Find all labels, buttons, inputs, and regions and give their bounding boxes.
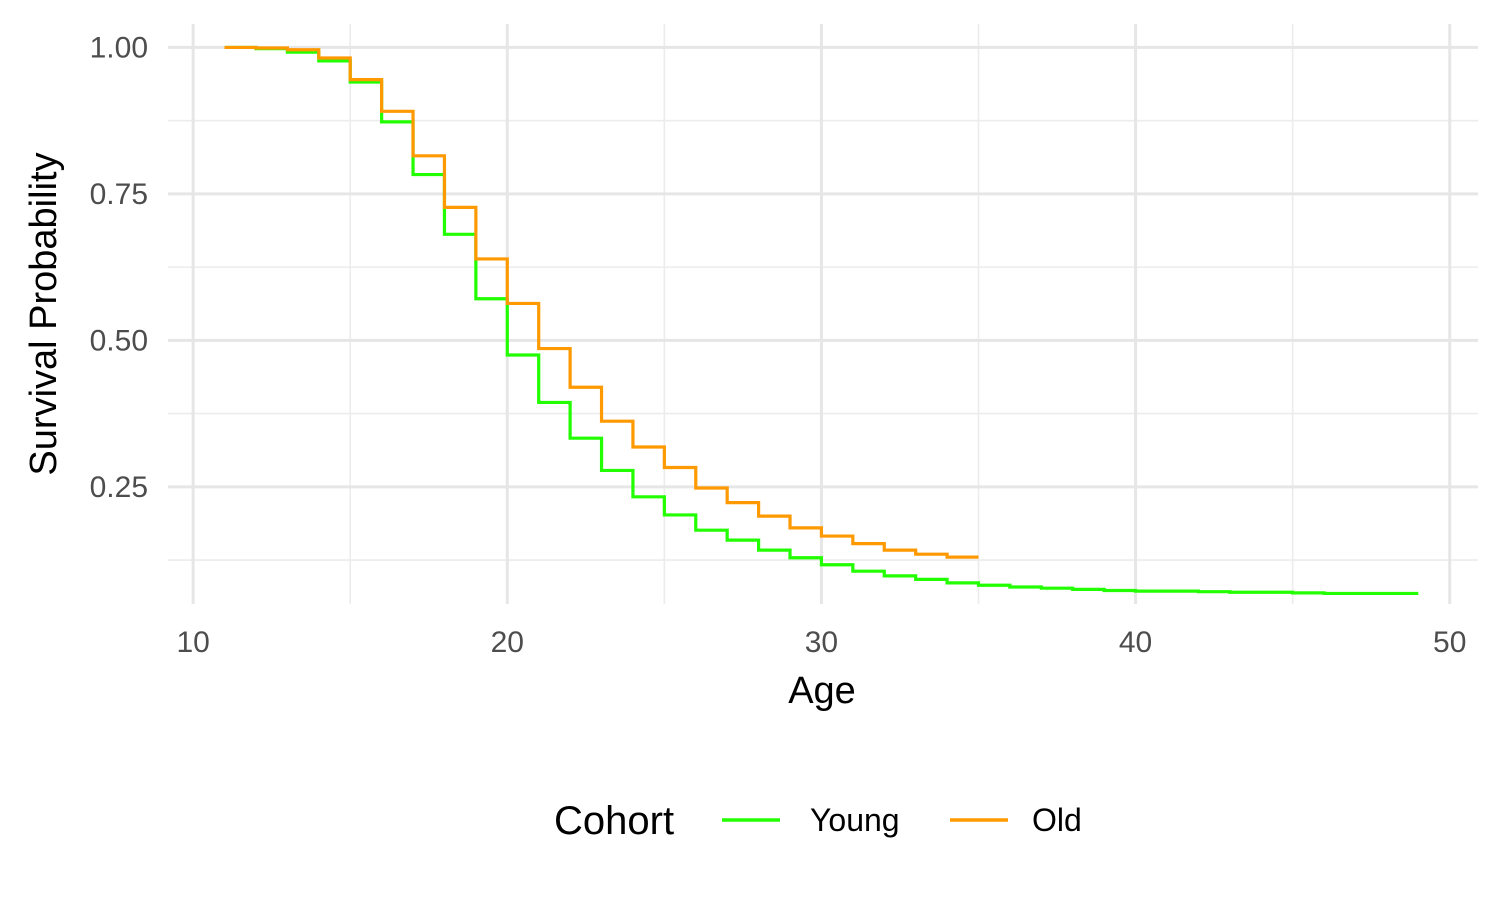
x-tick-label: 10	[176, 626, 209, 659]
x-tick-label: 20	[491, 626, 524, 659]
y-tick-label: 1.00	[90, 31, 148, 64]
legend-label-old: Old	[1032, 802, 1082, 838]
y-axis-title: Survival Probability	[23, 152, 65, 475]
legend-entries: Young Old	[722, 802, 1082, 838]
series-line-old	[224, 45, 979, 559]
x-tick-label: 50	[1433, 626, 1466, 659]
series-line-young	[224, 45, 1419, 596]
legend-title: Cohort	[554, 799, 674, 843]
y-tick-label: 0.25	[90, 471, 148, 504]
legend-label-young: Young	[810, 802, 900, 838]
grid-layer	[168, 24, 1478, 604]
y-tick-label: 0.50	[90, 324, 148, 357]
x-tick-label: 40	[1119, 626, 1152, 659]
series-layer	[224, 45, 1419, 596]
legend: Cohort Young Old	[554, 799, 1082, 843]
x-tick-label: 30	[805, 626, 838, 659]
axis-layer: 10 20 30 40 50 0.25 0.50 0.75 1.00	[90, 31, 1467, 659]
y-tick-label: 0.75	[90, 178, 148, 211]
x-axis-title: Age	[788, 670, 856, 712]
